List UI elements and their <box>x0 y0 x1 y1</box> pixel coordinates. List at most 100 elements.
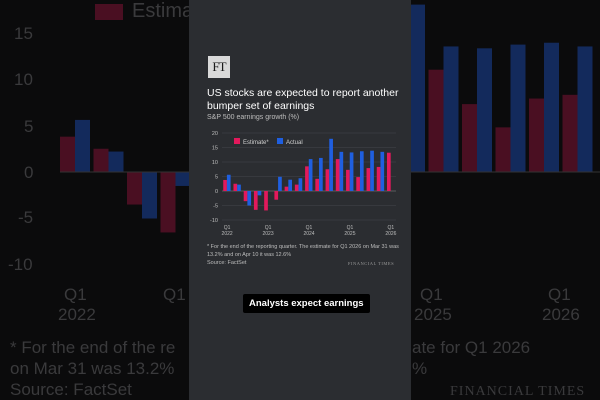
actual-bar <box>278 176 282 191</box>
actual-bar <box>339 151 344 191</box>
estimate-bar <box>325 169 330 191</box>
bg-footnote-1: * For the end of the re <box>10 338 176 357</box>
actual-bar <box>380 151 385 191</box>
bg-bar <box>410 4 425 172</box>
bg-x-q1-c: Q1 <box>420 285 443 304</box>
estimate-bar <box>376 166 381 191</box>
actual-bar <box>257 191 262 196</box>
bg-bar <box>544 42 559 173</box>
bg-bar <box>477 48 492 173</box>
estimate-bar <box>233 183 238 191</box>
bg-bar <box>529 98 544 172</box>
bg-bar <box>60 136 75 172</box>
estimate-bar <box>243 191 248 202</box>
bg-bar <box>495 127 511 172</box>
x-tick-label: Q1 <box>265 225 272 231</box>
estimate-bar <box>315 178 320 191</box>
bg-x-q1-d: Q1 <box>548 285 571 304</box>
bg-source: Source: FactSet <box>10 380 132 399</box>
bg-bar <box>127 172 142 205</box>
bg-x-2022: 2022 <box>58 305 96 324</box>
actual-bar <box>247 191 252 206</box>
bg-bar <box>160 172 176 233</box>
bg-bar <box>108 151 124 172</box>
estimate-bar <box>274 191 279 200</box>
actual-bar <box>237 184 241 191</box>
y-tick-label: 10 <box>212 160 218 166</box>
estimate-bar <box>366 168 371 191</box>
estimate-bar <box>386 152 391 191</box>
estimate-bar <box>253 191 258 210</box>
bg-y-tick-m5: -5 <box>18 208 34 227</box>
actual-bar <box>226 174 231 191</box>
headline: US stocks are expected to report another… <box>207 87 399 112</box>
bg-x-q1-b: Q1 <box>163 285 186 304</box>
estimate-bar <box>356 177 360 191</box>
bg-bar <box>142 172 157 219</box>
x-tick-label: Q1 <box>388 225 395 231</box>
actual-bar <box>370 150 374 191</box>
x-tick-label: Q1 <box>306 225 313 231</box>
x-tick-label: 2024 <box>303 231 314 237</box>
x-tick-label: 2025 <box>344 231 355 237</box>
bg-y-tick-m10: -10 <box>8 255 33 274</box>
estimate-bar <box>294 184 299 191</box>
bg-x-2025: 2025 <box>414 305 452 324</box>
bg-footnote-1b: ate for Q1 2026 <box>412 338 531 357</box>
bg-y-tick-15: 15 <box>14 24 33 43</box>
x-tick-label: 2023 <box>262 231 273 237</box>
bg-bar <box>428 69 444 172</box>
y-tick-label: 0 <box>215 189 218 195</box>
estimate-bar <box>346 169 350 191</box>
bg-footnote-2b: % <box>412 359 428 378</box>
estimate-bar <box>305 166 309 191</box>
bg-legend-swatch <box>95 4 123 20</box>
video-caption: Analysts expect earnings <box>243 294 370 313</box>
bg-bar <box>93 148 109 172</box>
legend-label-estimate: Estimate* <box>243 140 269 146</box>
legend-label-actual: Actual <box>286 140 303 146</box>
chart-legend: Estimate* Actual <box>234 138 303 146</box>
legend-swatch-estimate <box>234 138 240 144</box>
source: Source: FactSet <box>207 260 247 266</box>
y-tick-label: 15 <box>212 146 218 152</box>
bg-bar <box>562 94 578 172</box>
bg-x-2026: 2026 <box>542 305 580 324</box>
actual-bar <box>308 159 313 191</box>
bg-y-tick-10: 10 <box>14 70 33 89</box>
y-tick-label: 5 <box>215 175 218 181</box>
estimate-bar <box>223 179 227 191</box>
bg-bar <box>443 46 459 173</box>
actual-bar <box>298 178 303 191</box>
x-tick-label: Q1 <box>347 225 354 231</box>
x-tick-label: 2026 <box>385 231 396 237</box>
actual-bar <box>288 179 293 191</box>
bg-x-q1: Q1 <box>64 285 87 304</box>
estimate-bar <box>284 186 289 191</box>
footnote: * For the end of the reporting quarter. … <box>207 244 399 258</box>
bg-bar <box>175 172 191 186</box>
bg-bar <box>462 104 477 172</box>
actual-bar <box>319 157 323 191</box>
x-tick-label: 2022 <box>222 231 233 237</box>
ft-credit: FINANCIAL TIMES <box>348 261 395 266</box>
ft-logo: FT <box>208 56 230 78</box>
chart-subtitle: S&P 500 earnings growth (%) <box>207 114 300 121</box>
bg-y-tick-0: 0 <box>24 163 34 182</box>
estimate-bar <box>335 159 340 191</box>
legend-swatch-actual <box>277 138 283 144</box>
bg-credit: FINANCIAL TIMES <box>450 384 586 399</box>
actual-bar <box>349 152 354 191</box>
y-tick-label: -5 <box>213 204 218 210</box>
bg-bar <box>510 44 526 173</box>
bg-bar <box>75 119 90 172</box>
bg-footnote-2: on Mar 31 was 13.2% <box>10 359 175 378</box>
chart-bars <box>223 138 391 211</box>
x-tick-label: Q1 <box>224 225 231 231</box>
actual-bar <box>329 138 333 191</box>
y-tick-label: 20 <box>212 131 218 137</box>
y-tick-label: -10 <box>210 218 218 224</box>
estimate-bar <box>264 191 268 211</box>
